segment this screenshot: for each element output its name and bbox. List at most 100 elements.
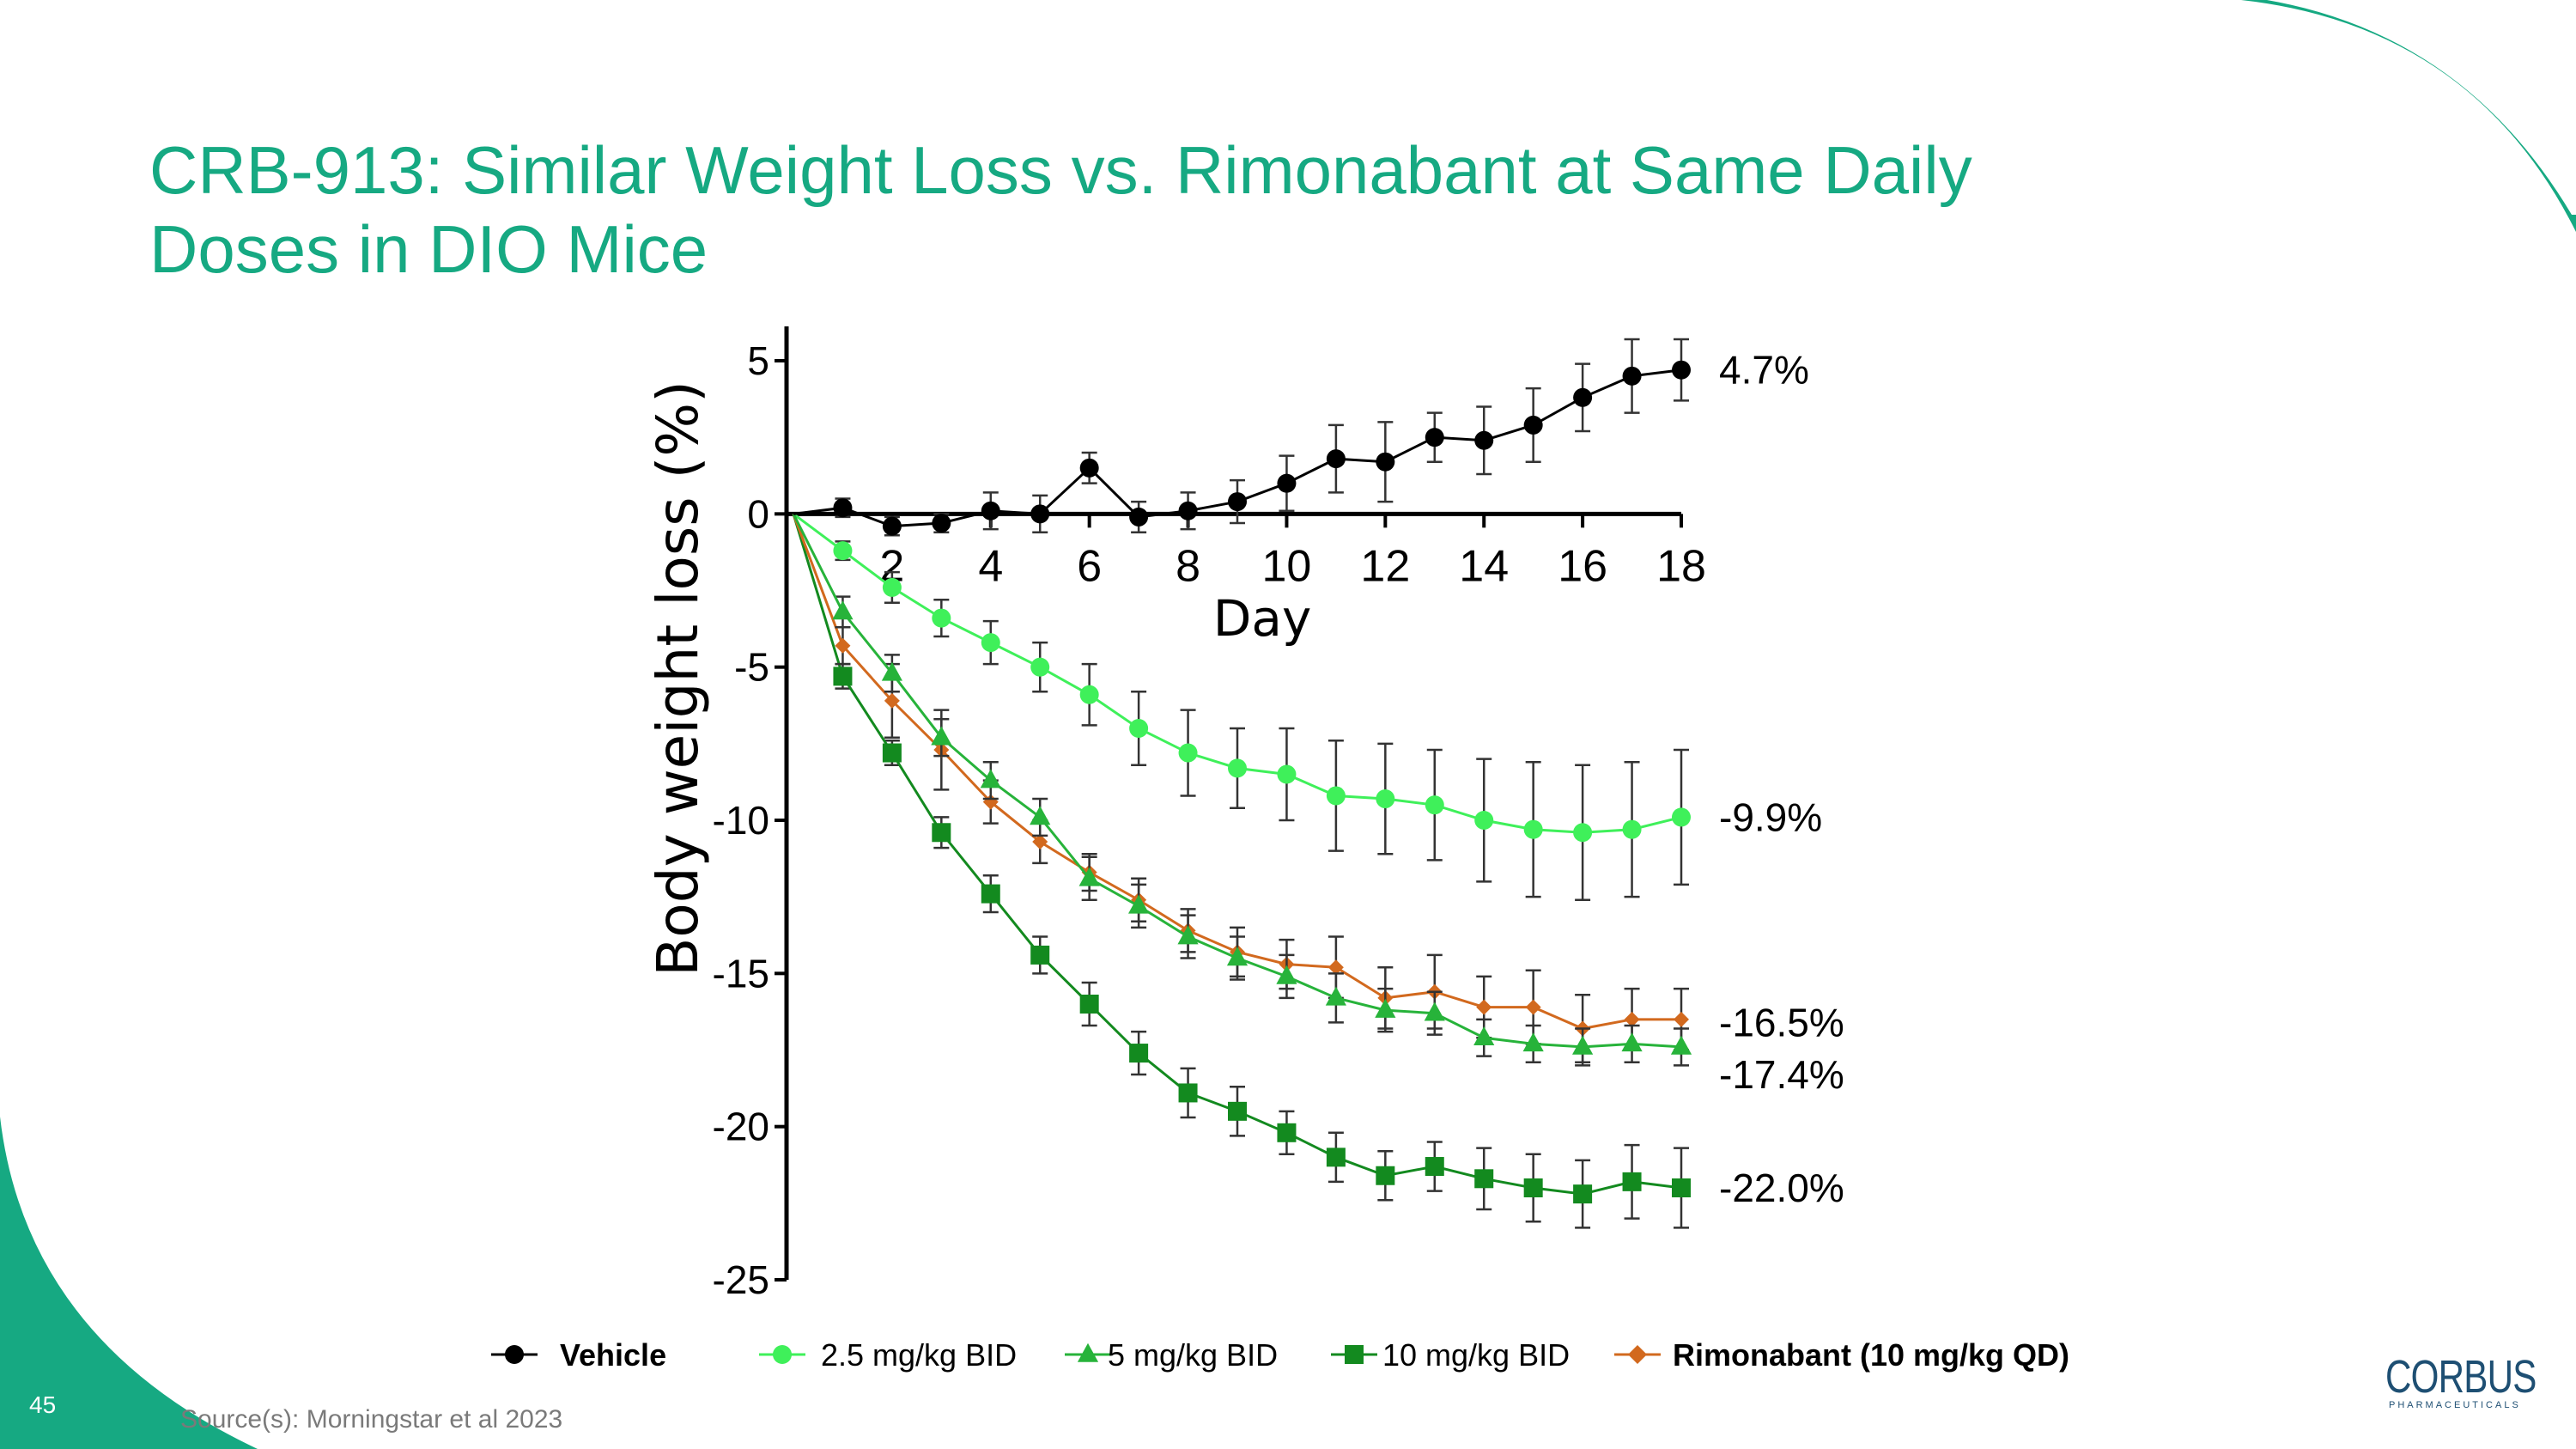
data-point <box>1277 1123 1297 1142</box>
slide-title-line-1: CRB-913: Similar Weight Loss vs. Rimonab… <box>149 132 1972 208</box>
data-point <box>1276 965 1297 984</box>
data-point <box>1079 458 1099 478</box>
data-point <box>1178 1083 1198 1103</box>
data-point <box>1326 449 1346 469</box>
y-tick-label: 0 <box>747 491 769 536</box>
legend-entry: Rimonabant (10 mg/kg QD) <box>1614 1337 2069 1373</box>
data-point <box>1525 999 1541 1015</box>
data-point <box>884 692 900 709</box>
data-point <box>980 769 1001 788</box>
legend-label: 10 mg/kg BID <box>1382 1337 1570 1373</box>
data-point <box>1622 819 1642 839</box>
legend-marker <box>1628 1345 1647 1364</box>
data-point <box>932 514 951 533</box>
data-point <box>1573 387 1593 407</box>
series-end-label: -22.0% <box>1719 1166 1844 1210</box>
corner-arc-bottom-left <box>0 1117 258 1449</box>
data-point <box>881 661 902 681</box>
data-point <box>1030 504 1050 524</box>
data-point <box>1277 473 1297 493</box>
legend-marker <box>1077 1342 1099 1362</box>
legend-label: 5 mg/kg BID <box>1108 1337 1278 1373</box>
x-axis-title: Day <box>1213 589 1312 648</box>
data-point <box>1672 360 1691 380</box>
data-point <box>1277 764 1297 784</box>
data-point <box>882 743 902 763</box>
data-point <box>1129 719 1149 738</box>
x-tick-label: 16 <box>1558 541 1607 591</box>
logo-wordmark: CORBUS <box>2385 1351 2537 1403</box>
data-point <box>832 600 854 620</box>
y-tick-label: -10 <box>713 798 769 843</box>
corbus-logo: CORBUS PHARMACEUTICALS <box>2385 1350 2557 1419</box>
data-point <box>1129 507 1149 527</box>
data-point <box>932 608 951 628</box>
series-5-mg-kg-bid: -17.4% <box>792 513 1844 1097</box>
data-point <box>1376 1166 1395 1185</box>
legend-label: Vehicle <box>560 1337 666 1373</box>
data-point <box>932 823 951 843</box>
data-point <box>1572 1035 1594 1055</box>
slide-title-line-2: Doses in DIO Mice <box>149 211 708 287</box>
legend-marker <box>1345 1345 1364 1364</box>
data-point <box>1624 1011 1640 1027</box>
y-tick-label: -5 <box>734 645 769 690</box>
data-point <box>1622 1172 1642 1191</box>
data-point <box>1473 1026 1495 1046</box>
data-point <box>1621 1032 1643 1052</box>
data-point <box>1622 366 1642 386</box>
x-tick-label: 8 <box>1176 541 1200 591</box>
slide-title: CRB-913: Similar Weight Loss vs. Rimonab… <box>149 131 2124 289</box>
data-point <box>1670 1035 1692 1055</box>
data-point <box>1326 786 1346 806</box>
data-point <box>1523 819 1543 839</box>
data-point <box>1177 925 1199 945</box>
corner-arc-top-right-inner <box>2267 0 2576 215</box>
legend-entry: Vehicle <box>491 1337 666 1373</box>
x-tick-label: 12 <box>1360 541 1410 591</box>
data-point <box>1325 986 1346 1006</box>
y-tick-label: 5 <box>747 338 769 383</box>
series-2-5-mg-kg-bid: -9.9% <box>793 513 1822 901</box>
data-point <box>1474 1169 1494 1189</box>
data-point <box>833 541 853 561</box>
legend-entry: 2.5 mg/kg BID <box>759 1337 1017 1373</box>
legend-label: Rimonabant (10 mg/kg QD) <box>1673 1337 2069 1373</box>
legend-marker <box>505 1345 524 1364</box>
data-point <box>1327 959 1344 976</box>
data-point <box>1474 811 1494 830</box>
data-point <box>1228 1101 1247 1121</box>
series-end-label: 4.7% <box>1719 348 1809 393</box>
chart-plot-area: -9.9% -22.0% -16.5% -17.4% 4.7% <box>792 338 1844 1229</box>
legend-entry: 10 mg/kg BID <box>1331 1337 1570 1373</box>
x-tick-label: 18 <box>1656 541 1706 591</box>
data-point <box>1672 807 1691 827</box>
chart-legend: Vehicle 2.5 mg/kg BID 5 mg/kg BID 10 mg/kg … <box>491 1337 2069 1373</box>
series-10-mg-kg-bid: -22.0% <box>792 513 1844 1229</box>
x-tick-label: 14 <box>1459 541 1509 591</box>
data-point <box>1228 492 1247 512</box>
x-tick-label: 6 <box>1077 541 1102 591</box>
data-point <box>931 726 952 746</box>
data-point <box>1672 1178 1691 1197</box>
y-tick-label: -20 <box>713 1105 769 1149</box>
data-point <box>1674 1011 1689 1027</box>
source-citation: Source(s): Morningstar et al 2023 <box>180 1405 563 1434</box>
data-point <box>981 633 1000 653</box>
data-point <box>1078 867 1100 886</box>
logo-subtext: PHARMACEUTICALS <box>2389 1400 2521 1410</box>
y-axis-title: Body weight loss (%) <box>645 381 711 977</box>
data-point <box>1376 452 1395 472</box>
data-point <box>1425 428 1444 447</box>
data-point <box>1522 1032 1544 1052</box>
series-vehicle: 4.7% <box>793 338 1809 537</box>
data-point <box>1375 998 1396 1018</box>
data-point <box>882 577 902 597</box>
data-point <box>1030 657 1050 677</box>
data-point <box>1573 1184 1593 1204</box>
data-point <box>833 498 853 518</box>
data-point <box>981 884 1000 904</box>
data-point <box>981 501 1000 521</box>
